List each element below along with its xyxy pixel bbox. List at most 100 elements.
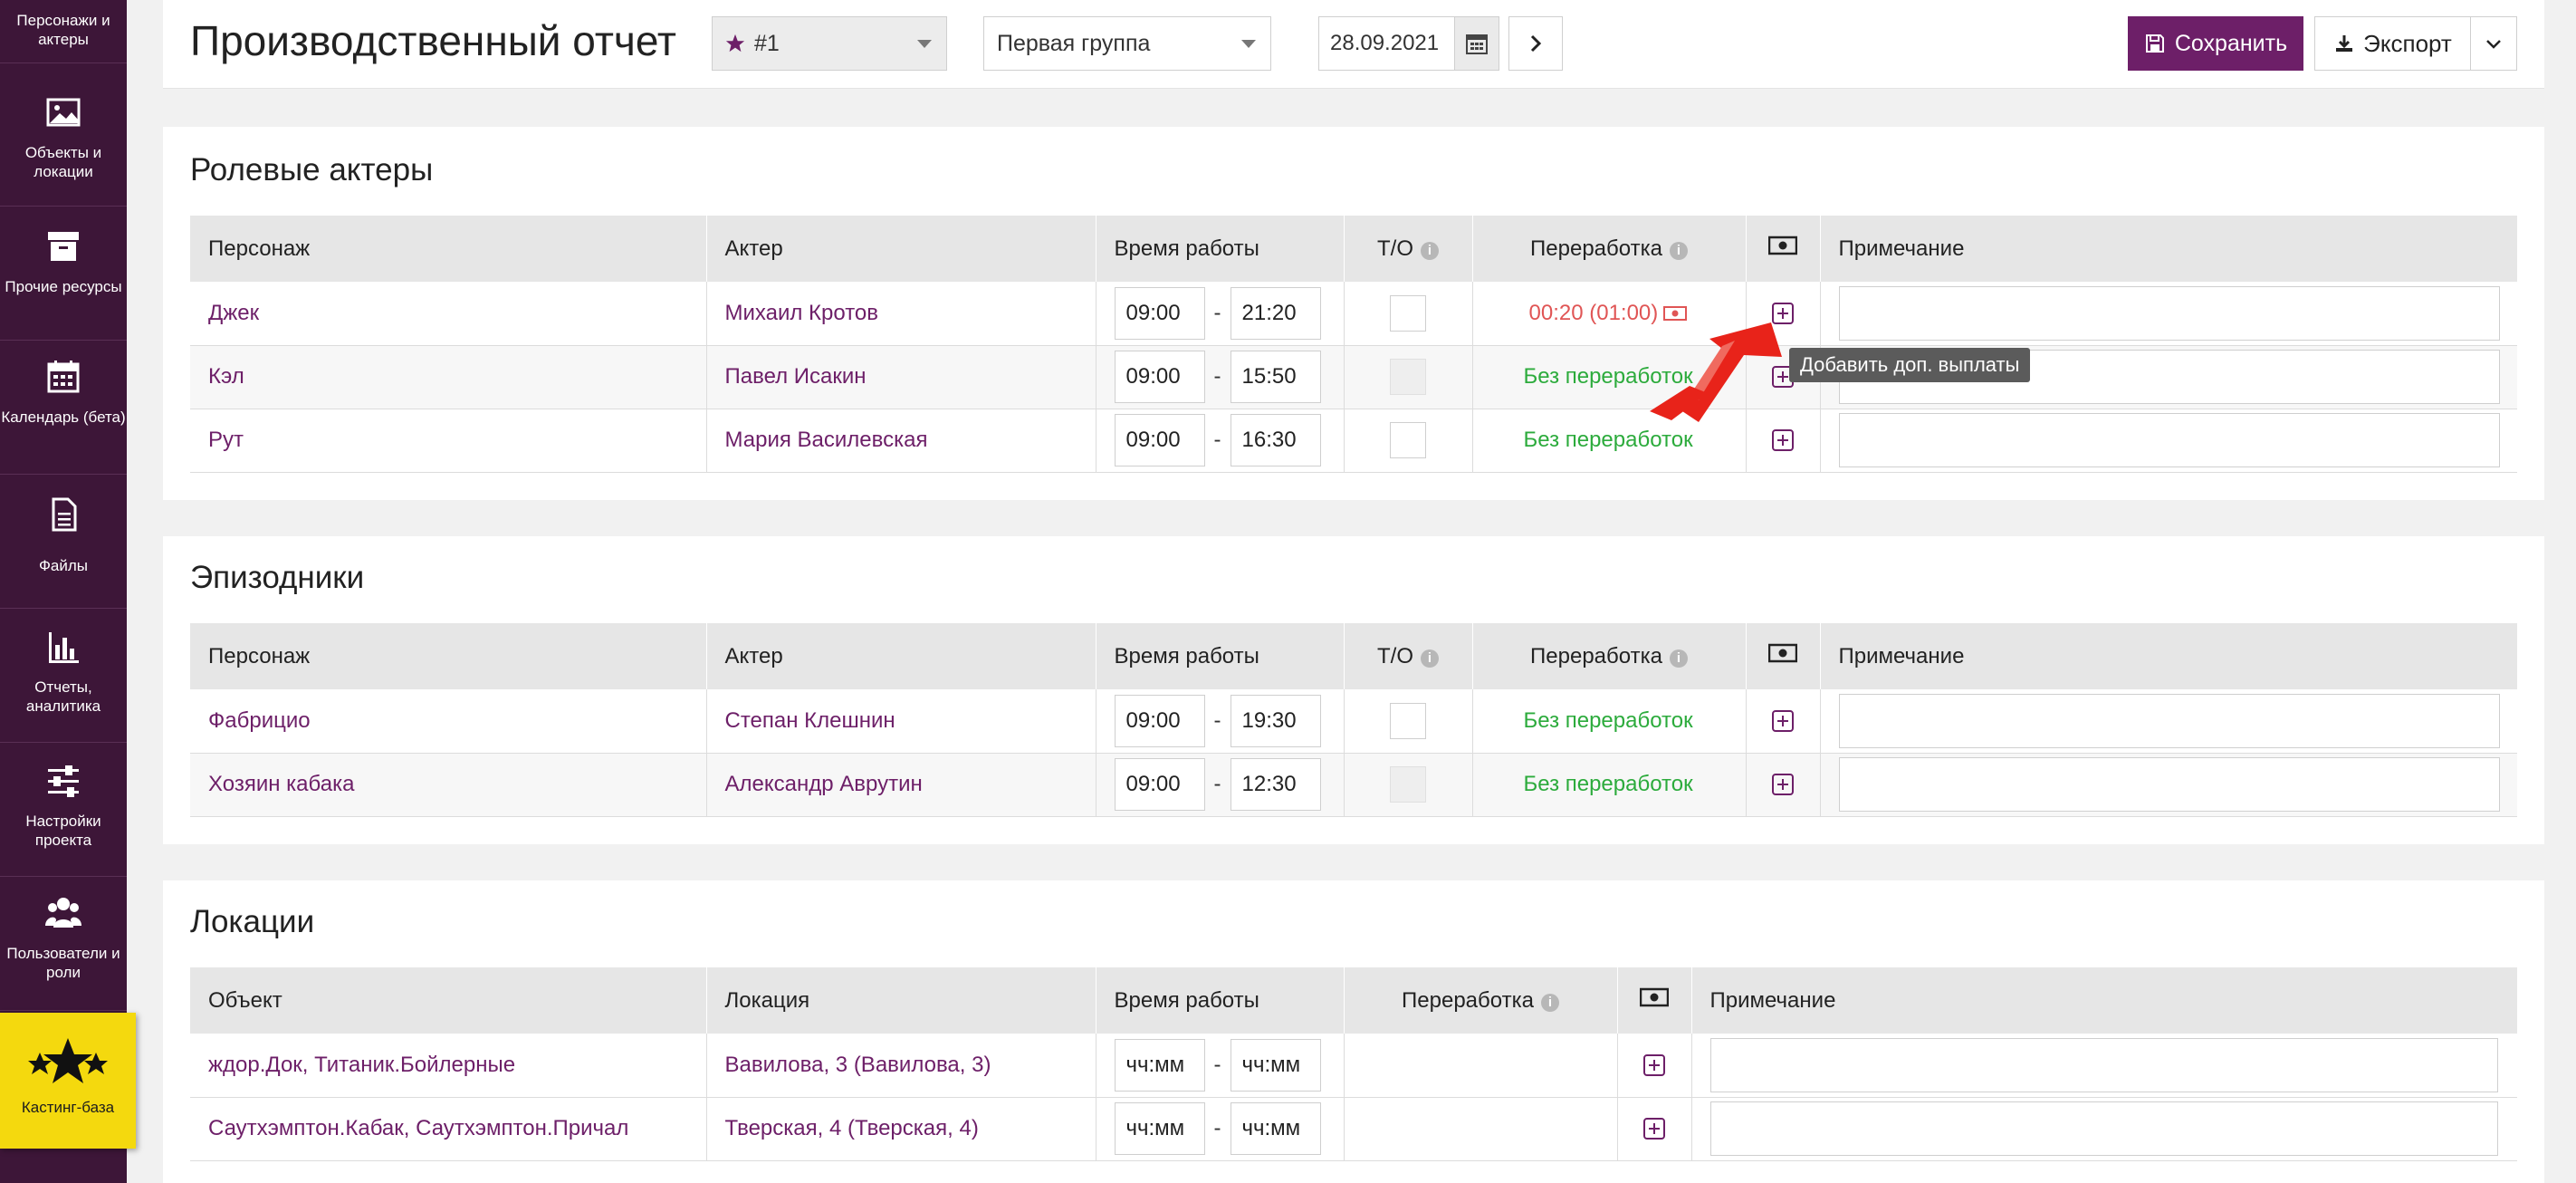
column-header: Примечание [1820,623,2517,689]
table-header-row: Персонаж Актер Время работы Т/О i Перераб… [190,623,2517,689]
note-input[interactable] [1838,285,2500,341]
arrow-annotation-icon [1650,322,1782,422]
sidebar-item-label: Пользователи и роли [6,945,120,981]
actor-link[interactable]: Павел Исакин [706,345,1096,409]
end-time-input[interactable]: 19:30 [1230,694,1321,747]
end-time-input[interactable]: чч:мм [1230,1102,1321,1155]
to-checkbox[interactable] [1390,422,1426,458]
date-input[interactable]: 28.09.2021 [1318,16,1456,71]
sidebar-item-settings[interactable]: Настройки проекта [0,743,127,877]
info-icon[interactable]: i [1421,241,1439,260]
table-row: Джек Михаил Кротов 09:00-21:20 00:20 (01… [190,282,2517,346]
group-select[interactable]: Первая группа [983,16,1271,71]
column-header: Время работы [1096,623,1345,689]
note-input[interactable] [1709,1101,2498,1156]
sidebar-item-objects[interactable]: Объекты и локации [0,72,127,207]
star-icon [725,34,745,53]
locations-table: Объект Локация Время работы Переработка i… [190,967,2517,1161]
export-dropdown-button[interactable] [2470,16,2517,71]
overtime-cell [1344,1097,1618,1161]
end-time-input[interactable]: 16:30 [1230,414,1321,466]
sidebar: Персонажи и актеры Объекты и локации Про… [0,0,136,1183]
add-payment-button[interactable] [1643,1118,1665,1140]
add-payment-button[interactable] [1772,709,1794,732]
character-link[interactable]: Хозяин кабака [190,753,707,817]
table-row: Саутхэмптон.Кабак, Саутхэмптон.Причал Тв… [190,1097,2517,1161]
episodic-table: Персонаж Актер Время работы Т/О i Перераб… [190,623,2517,817]
start-time-input[interactable]: 09:00 [1114,351,1205,403]
character-link[interactable]: Фабрицио [190,689,707,754]
column-header [1746,623,1821,689]
end-time-input[interactable]: 15:50 [1230,351,1321,403]
note-input[interactable] [1838,413,2500,467]
money-icon [1767,236,1798,255]
to-checkbox[interactable] [1390,294,1426,332]
sidebar-item-reports[interactable]: Отчеты, аналитика [0,609,127,743]
object-link[interactable]: ждор.Док, Титаник.Бойлерные [190,1034,707,1098]
column-header-label: Переработка [1402,987,1534,1013]
to-checkbox[interactable] [1390,359,1426,395]
actor-link[interactable]: Михаил Кротов [706,282,1096,346]
location-link[interactable]: Тверская, 4 (Тверская, 4) [706,1097,1096,1161]
object-link[interactable]: Саутхэмптон.Кабак, Саутхэмптон.Причал [190,1097,707,1161]
page-title: Производственный отчет [190,17,676,64]
report-select[interactable]: #1 [712,16,947,71]
end-time-input[interactable]: 21:20 [1230,286,1321,340]
sidebar-item-users[interactable]: Пользователи и роли [0,877,127,1011]
note-input[interactable] [1838,693,2500,748]
image-icon [46,98,81,127]
info-icon[interactable]: i [1669,649,1688,668]
actor-link[interactable]: Александр Аврутин [706,753,1096,817]
end-time-input[interactable]: 12:30 [1230,758,1321,811]
end-time-input[interactable]: чч:мм [1230,1038,1321,1092]
save-button[interactable]: Сохранить [2128,16,2303,71]
info-icon[interactable]: i [1669,241,1688,260]
money-icon [1663,305,1688,321]
start-time-input[interactable]: 09:00 [1114,286,1205,340]
actor-link[interactable]: Степан Клешнин [706,689,1096,754]
sidebar-item-characters[interactable]: Персонажи и актеры [0,0,127,63]
to-checkbox[interactable] [1390,766,1426,803]
chevron-right-icon [1530,34,1542,53]
add-payment-button[interactable] [1772,429,1794,451]
column-header: Примечание [1820,216,2517,282]
sidebar-item-casting[interactable]: Кастинг-база [0,1013,136,1149]
sidebar-item-files[interactable]: Файлы [0,475,127,609]
sidebar-item-label: Настройки проекта [25,813,101,849]
info-icon[interactable]: i [1421,649,1439,668]
column-header: Время работы [1096,216,1345,282]
sidebar-item-resources[interactable]: Прочие ресурсы [0,207,127,341]
column-header: Примечание [1691,967,2517,1034]
character-link[interactable]: Кэл [190,345,707,409]
sidebar-item-label: Календарь (бета) [1,409,126,426]
character-link[interactable]: Джек [190,282,707,346]
add-payment-button[interactable] [1772,774,1794,795]
character-link[interactable]: Рут [190,409,707,473]
note-input[interactable] [1838,757,2500,812]
table-header-row: Объект Локация Время работы Переработка i… [190,967,2517,1034]
to-checkbox[interactable] [1390,702,1426,739]
add-payment-button[interactable] [1643,1053,1665,1076]
start-time-input[interactable]: чч:мм [1114,1038,1205,1092]
actor-link[interactable]: Мария Василевская [706,409,1096,473]
start-time-input[interactable]: 09:00 [1114,414,1205,466]
chevron-down-icon [2486,40,2501,49]
export-button[interactable]: Экспорт [2314,16,2472,71]
add-payment-button[interactable] [1772,302,1794,324]
column-header: Время работы [1096,967,1345,1034]
sidebar-item-calendar[interactable]: Календарь (бета) [0,341,127,475]
start-time-input[interactable]: 09:00 [1114,758,1205,811]
table-header-row: Персонаж Актер Время работы Т/О i Перераб… [190,216,2517,282]
sidebar-item-label: Кастинг-база [21,1099,115,1116]
download-icon [2336,35,2353,52]
start-time-input[interactable]: чч:мм [1114,1102,1205,1155]
calendar-button[interactable] [1454,16,1499,71]
users-icon [45,898,81,928]
location-link[interactable]: Вавилова, 3 (Вавилова, 3) [706,1034,1096,1098]
info-icon[interactable]: i [1540,993,1559,1012]
next-date-button[interactable] [1508,16,1563,71]
start-time-input[interactable]: 09:00 [1114,694,1205,747]
note-input[interactable] [1709,1037,2498,1092]
roles-panel: Ролевые актеры Персонаж Актер Время рабо… [163,127,2544,500]
column-header: Локация [706,967,1096,1034]
